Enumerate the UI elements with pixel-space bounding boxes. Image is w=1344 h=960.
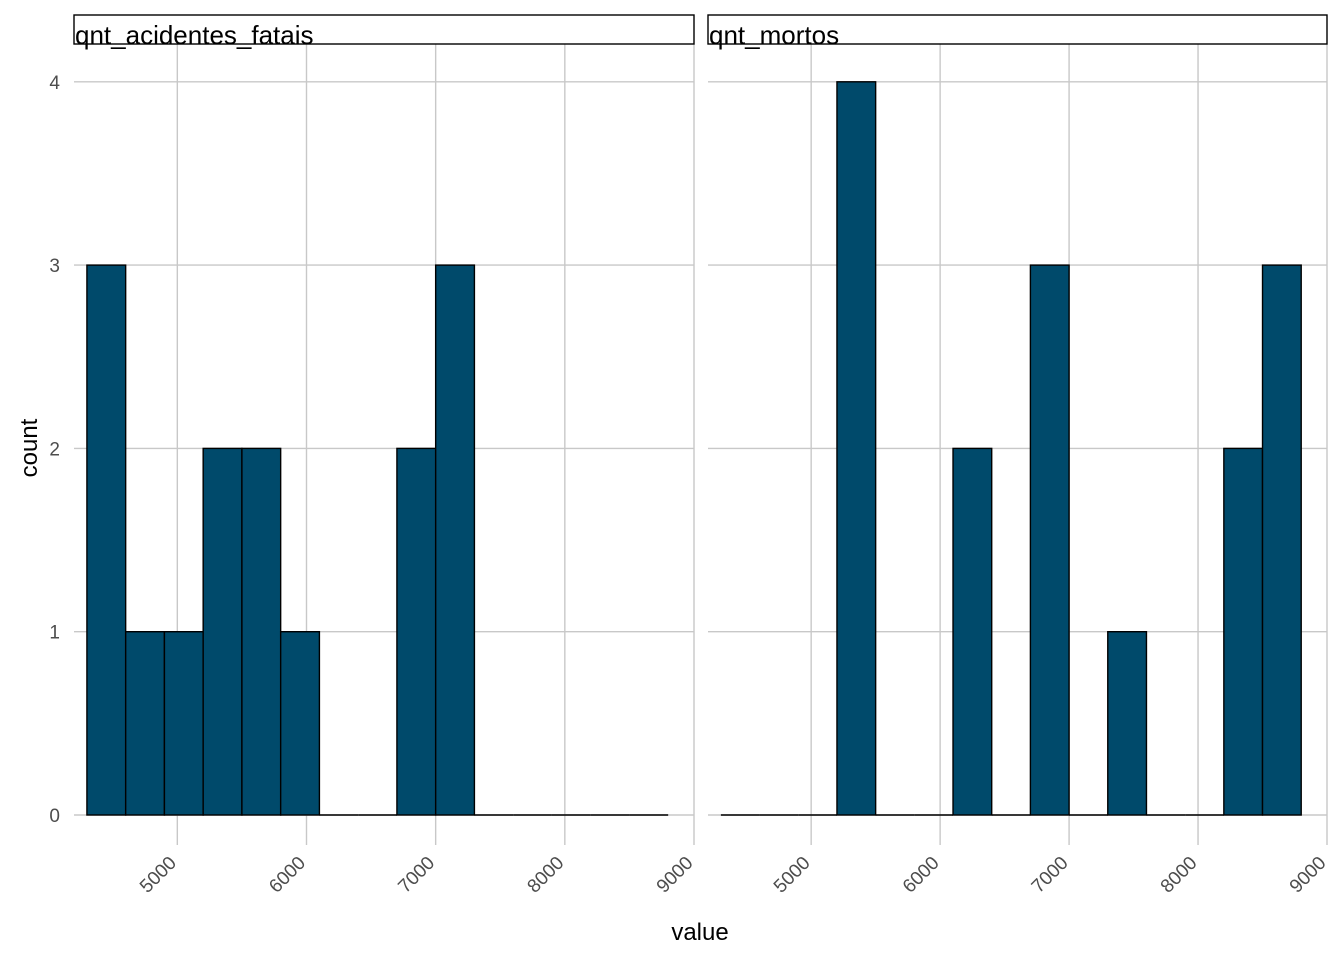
histogram-bar <box>1261 264 1302 816</box>
histogram-bar <box>1107 631 1148 816</box>
y-tick-label: 2 <box>49 439 60 460</box>
histogram-bar <box>952 447 993 816</box>
histogram-bar <box>279 631 321 816</box>
x-tick-label: 5000 <box>136 853 181 898</box>
x-tick-label: 9000 <box>653 853 698 898</box>
facet-strip <box>707 14 1328 45</box>
histogram-bar <box>202 447 243 816</box>
facet-strip <box>73 14 695 45</box>
histogram-bar <box>434 264 476 816</box>
x-tick-label: 8000 <box>1157 853 1202 898</box>
histogram-bar <box>163 631 204 816</box>
x-axis-title: value <box>671 919 728 946</box>
histogram-bar <box>1223 447 1264 816</box>
y-axis: 0 1 2 3 4 <box>49 73 60 827</box>
x-tick-label: 7000 <box>394 853 439 898</box>
panels: qnt_acidentes_fatais 5000 6000 7000 8000 9000… <box>73 14 1331 898</box>
histogram-bar <box>124 631 166 816</box>
x-tick-label: 6000 <box>899 853 944 898</box>
x-tick-label: 5000 <box>770 853 815 898</box>
facet-label: qnt_mortos <box>709 20 839 50</box>
histogram-bar <box>836 81 877 816</box>
facet-label: qnt_acidentes_fatais <box>75 20 314 50</box>
histogram-bar <box>1029 264 1070 816</box>
histogram-bar <box>86 264 127 816</box>
y-axis-title: count <box>16 418 43 477</box>
y-tick-label: 4 <box>49 73 60 94</box>
panel-qnt_acidentes_fatais: qnt_acidentes_fatais 5000 6000 7000 8000 9000 <box>73 14 698 898</box>
x-tick-label: 8000 <box>524 853 569 898</box>
x-tick-label: 7000 <box>1028 853 1073 898</box>
histogram-bar <box>241 447 282 816</box>
panel-qnt_mortos: qnt_mortos 5000 6000 7000 8000 9000 <box>707 14 1331 898</box>
x-tick-label: 9000 <box>1286 853 1331 898</box>
y-tick-label: 3 <box>49 256 60 277</box>
x-tick-label: 6000 <box>265 853 310 898</box>
y-tick-label: 0 <box>49 806 60 827</box>
y-tick-label: 1 <box>49 623 60 644</box>
histogram-bar <box>396 447 437 816</box>
